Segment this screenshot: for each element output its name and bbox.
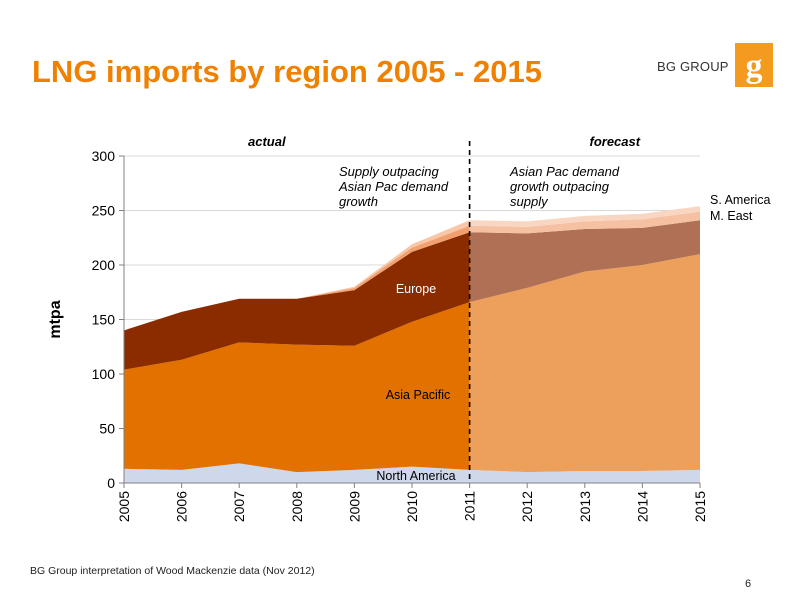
series-label-south_america: S. America <box>710 193 770 207</box>
source-note: BG Group interpretation of Wood Mackenzi… <box>30 565 315 577</box>
y-tick-label-100: 100 <box>92 366 116 382</box>
area-layer <box>124 206 700 483</box>
x-tick-label-2006: 2006 <box>174 491 190 522</box>
x-tick-label-2010: 2010 <box>404 491 420 522</box>
y-tick-label-300: 300 <box>92 148 116 164</box>
lng-imports-chart: 0 50 100 150 200 250 300 2005 2006 2007 2008 2009 20… <box>47 134 770 522</box>
x-tick-label-2008: 2008 <box>289 491 305 522</box>
area-south_america-forecast <box>469 206 700 227</box>
x-tick-label-2007: 2007 <box>231 491 247 522</box>
x-tick-label-2012: 2012 <box>519 491 535 522</box>
supply-note-line-2: Asian Pac demand <box>338 179 449 194</box>
y-tick-label-250: 250 <box>92 203 116 219</box>
x-tick-label-2011: 2011 <box>462 491 478 521</box>
y-axis-title: mtpa <box>47 300 64 338</box>
supply-note-line-3: growth <box>339 194 378 209</box>
period-label-forecast: forecast <box>590 134 641 149</box>
x-tick-label-2014: 2014 <box>634 491 650 522</box>
demand-note-line-2: growth outpacing <box>510 179 610 194</box>
page-title: LNG imports by region 2005 - 2015 <box>32 54 542 89</box>
period-label-actual: actual <box>248 134 286 149</box>
bg-logo-icon: g <box>735 43 773 87</box>
page-number: 6 <box>745 578 752 590</box>
series-label-middle_east: M. East <box>710 209 753 223</box>
area-middle_east-forecast <box>469 211 700 234</box>
axes: 0 50 100 150 200 250 300 2005 2006 2007 2008 2009 20… <box>92 141 708 522</box>
series-label-asia_pacific: Asia Pacific <box>386 388 451 402</box>
y-tick-label-50: 50 <box>99 421 115 437</box>
brand-name: BG GROUP <box>657 59 729 74</box>
area-asia_pacific-actual <box>124 302 470 473</box>
demand-note-line-3: supply <box>510 194 549 209</box>
demand-note-line-1: Asian Pac demand <box>509 164 620 179</box>
series-label-europe: Europe <box>396 282 436 296</box>
y-tick-label-200: 200 <box>92 257 116 273</box>
x-tick-label-2009: 2009 <box>346 491 362 522</box>
area-north_america-forecast <box>469 469 700 483</box>
area-asia_pacific-forecast <box>469 254 700 473</box>
y-tick-label-150: 150 <box>92 312 116 328</box>
area-europe-forecast <box>469 220 700 303</box>
area-north_america-actual <box>124 463 470 483</box>
supply-note-line-1: Supply outpacing <box>339 164 440 179</box>
x-tick-label-2005: 2005 <box>116 491 132 522</box>
area-europe-actual <box>124 232 470 370</box>
series-label-north_america: North America <box>376 469 455 483</box>
x-tick-label-2015: 2015 <box>692 491 708 522</box>
svg-text:g: g <box>746 48 763 85</box>
y-tick-label-0: 0 <box>107 475 115 491</box>
x-tick-label-2013: 2013 <box>577 491 593 522</box>
